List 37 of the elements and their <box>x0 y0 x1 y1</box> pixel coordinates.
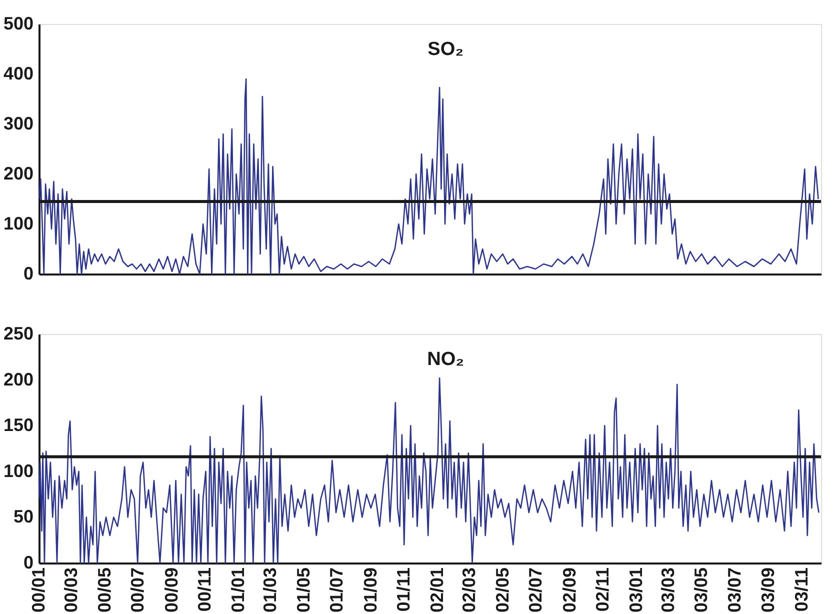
x-tick-label: 02/07 <box>525 568 546 613</box>
x-tick-label: 03/07 <box>724 568 744 613</box>
x-tick-label: 03/09 <box>758 568 778 613</box>
x-tick-label: 02/03 <box>459 568 480 613</box>
y-tick-label: 150 <box>3 415 34 436</box>
x-tick-label: 02/05 <box>492 568 512 613</box>
line-series <box>38 78 819 275</box>
y-tick-label: 500 <box>3 14 34 34</box>
x-tick-label: 03/11 <box>791 568 812 612</box>
x-tick-label: 01/09 <box>360 568 380 613</box>
x-tick-label: 03/01 <box>626 568 646 613</box>
y-tick-label: 50 <box>13 506 34 527</box>
x-tick-label: 02/09 <box>559 568 580 613</box>
x-tick-label: 00/09 <box>161 568 182 613</box>
x-tick-label: 03/05 <box>691 568 712 613</box>
x-tick-label: 01/07 <box>326 568 347 613</box>
x-tick-label: 01/01 <box>228 568 248 613</box>
x-tick-label: 03/03 <box>658 568 678 613</box>
y-tick-label: 100 <box>3 460 34 481</box>
text: NO₂ <box>427 349 464 370</box>
y-tick-label: 400 <box>3 64 34 84</box>
x-tick-label: 01/03 <box>260 568 280 613</box>
y-tick-label: 0 <box>23 264 34 284</box>
y-tick-label: 200 <box>3 164 34 184</box>
text: SO₂ <box>428 39 464 60</box>
x-tick-label: 00/03 <box>61 568 82 613</box>
x-tick-label: 00/05 <box>94 568 114 613</box>
y-tick-label: 200 <box>3 369 34 390</box>
y-tick-label: 100 <box>3 214 34 234</box>
y-tick-label: 300 <box>3 114 34 134</box>
y-tick-label: 250 <box>3 324 34 344</box>
x-tick-label: 00/07 <box>128 568 148 613</box>
x-tick-label: 02/11 <box>592 568 613 612</box>
x-tick-label: 01/05 <box>293 568 314 613</box>
x-tick-label: 02/01 <box>426 568 447 613</box>
x-tick-label: 01/11 <box>394 568 414 612</box>
x-tick-label: 00/11 <box>194 568 215 612</box>
